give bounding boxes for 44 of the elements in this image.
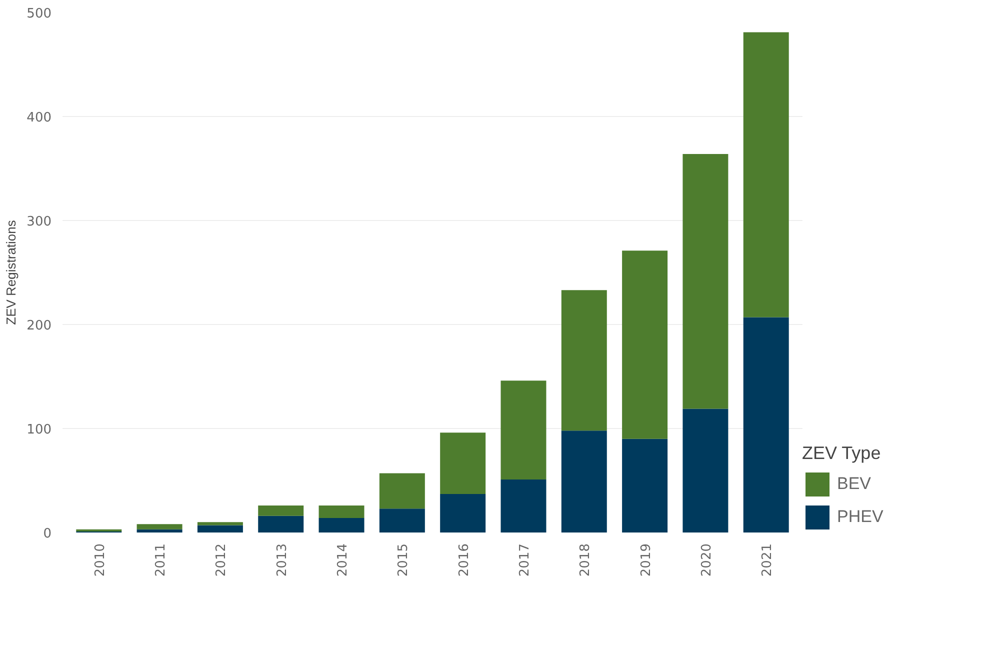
bar bbox=[258, 505, 304, 516]
y-axis-title: ZEV Registrations bbox=[4, 220, 19, 325]
y-tick-label: 400 bbox=[26, 110, 52, 126]
bar bbox=[197, 525, 243, 532]
bar bbox=[682, 154, 728, 409]
y-tick-label: 300 bbox=[26, 214, 52, 230]
x-tick-label: 2019 bbox=[638, 543, 654, 577]
x-tick-label: 2020 bbox=[699, 543, 714, 577]
x-tick-label: 2012 bbox=[214, 543, 230, 577]
bar bbox=[622, 250, 668, 439]
bar bbox=[379, 473, 425, 509]
x-tick-label: 2015 bbox=[396, 543, 412, 577]
bar bbox=[622, 438, 668, 532]
x-tick-label: 2011 bbox=[154, 543, 169, 577]
legend-label: BEV bbox=[837, 474, 872, 494]
bar bbox=[197, 522, 243, 526]
y-tick-label: 200 bbox=[26, 318, 52, 334]
x-tick-label: 2021 bbox=[760, 543, 776, 577]
bar bbox=[440, 432, 486, 494]
bar bbox=[379, 508, 425, 532]
y-tick-label: 500 bbox=[26, 6, 52, 22]
bar bbox=[561, 290, 607, 431]
bar bbox=[743, 317, 789, 532]
bar bbox=[561, 430, 607, 532]
bar bbox=[318, 505, 364, 518]
y-tick-label: 100 bbox=[26, 422, 52, 438]
bar bbox=[682, 408, 728, 532]
legend-label: PHEV bbox=[837, 507, 884, 527]
x-tick-label: 2017 bbox=[517, 543, 532, 577]
bar bbox=[258, 516, 304, 532]
x-tick-label: 2018 bbox=[578, 543, 594, 577]
x-tick-label: 2010 bbox=[92, 543, 108, 577]
bar bbox=[500, 380, 546, 480]
x-tick-label: 2016 bbox=[456, 543, 472, 577]
bar bbox=[318, 518, 364, 532]
bar bbox=[136, 529, 182, 532]
bar bbox=[440, 494, 486, 532]
bar bbox=[743, 32, 789, 318]
legend-title: ZEV Type bbox=[802, 443, 882, 464]
bar bbox=[136, 524, 182, 530]
y-tick-label: 0 bbox=[43, 526, 52, 542]
x-tick-label: 2013 bbox=[274, 543, 290, 577]
x-tick-label: 2014 bbox=[336, 543, 351, 577]
bar bbox=[500, 479, 546, 532]
